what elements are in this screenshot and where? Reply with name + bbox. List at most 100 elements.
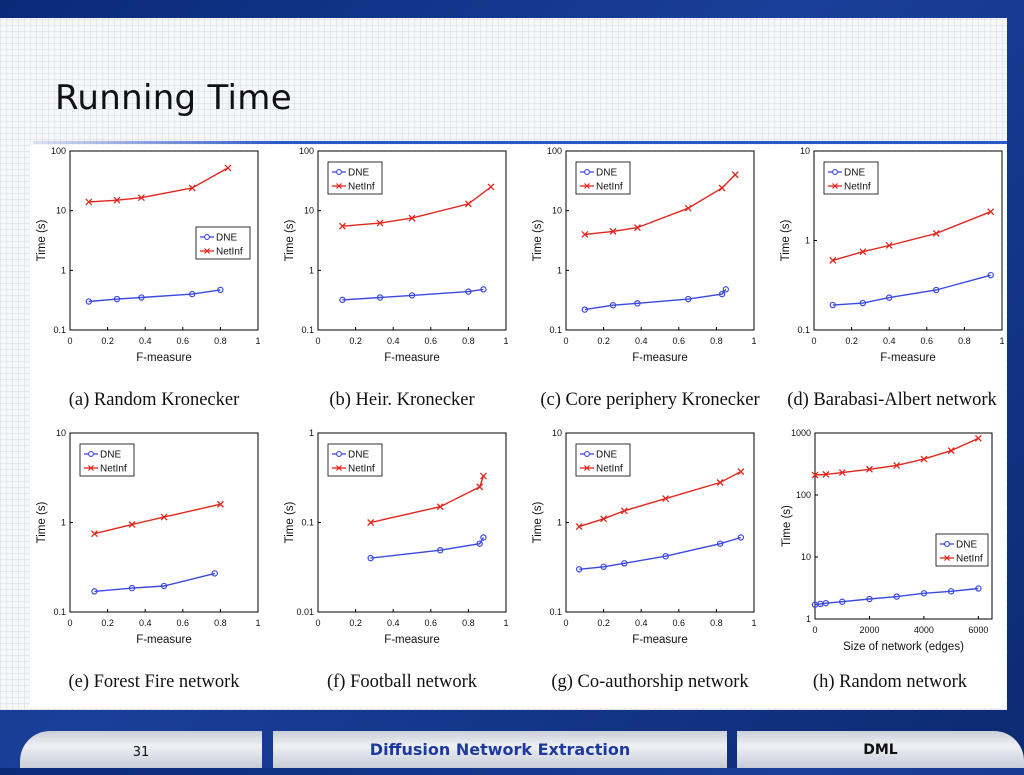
y-tick-label: 1: [805, 236, 810, 246]
data-point-netinf: [620, 507, 628, 515]
data-point-dne: [920, 590, 928, 597]
marker-stroke: [128, 521, 136, 528]
y-axis-label: Time (s): [532, 219, 544, 261]
series-line-netinf: [88, 167, 229, 203]
data-point-dne: [932, 286, 940, 294]
marker-stroke: [188, 184, 196, 192]
page-number: 31: [20, 731, 262, 768]
y-tick-label: 0.1: [549, 325, 562, 335]
marker-stroke: [338, 222, 346, 230]
plot-frame: [317, 150, 507, 331]
y-tick-label: 1: [557, 518, 562, 528]
legend-label: DNE: [596, 450, 617, 461]
x-tick-label: 0.6: [177, 618, 190, 628]
data-point-netinf: [718, 184, 726, 192]
y-tick-label: 0.01: [296, 607, 314, 617]
x-axis-label: F-measure: [136, 634, 192, 646]
x-tick-label: 1: [999, 336, 1004, 346]
x-axis-label: F-measure: [384, 634, 440, 646]
legend-label: DNE: [844, 168, 865, 179]
chart-f: 0.01 0.1 1 0 0.2 0.4 0.6 0.8 1 F-measure Time (s) D…: [278, 427, 522, 708]
data-point-netinf: [609, 227, 617, 235]
chart-caption: (b) Heir. Kronecker: [329, 390, 474, 410]
series-line-netinf: [370, 475, 485, 524]
marker-stroke: [718, 184, 726, 192]
marker-stroke: [216, 500, 224, 508]
data-point-netinf: [408, 214, 416, 222]
data-point-dne: [716, 540, 724, 547]
x-tick-label: 1: [751, 336, 756, 346]
x-tick-label: 0.6: [673, 336, 686, 346]
legend-marker-dne: [832, 169, 838, 175]
data-point-dne: [839, 598, 846, 605]
marker-stroke: [987, 208, 995, 216]
data-point-dne: [408, 292, 416, 299]
x-tick-label: 0: [67, 618, 72, 628]
legend: DNE NetInf: [575, 161, 631, 195]
chart-svg: 0.1 1 10 100 0 0.2 0.4 0.6 0.8 1 F-measure Time (s)…: [532, 146, 760, 410]
legend-marker-netinf: [944, 555, 950, 561]
data-point-dne: [859, 299, 867, 307]
data-point-dne: [822, 599, 830, 607]
data-point-netinf: [436, 503, 444, 511]
marker-stroke: [137, 194, 145, 202]
legend-label: NetInf: [216, 247, 243, 258]
y-tick-label: 1: [61, 518, 66, 528]
x-tick-label: 2000: [859, 625, 879, 635]
chart-b: 0.1 1 10 100 0 0.2 0.4 0.6 0.8 1 F-measure Time (s)…: [278, 145, 522, 426]
legend: DNE NetInf: [575, 443, 631, 477]
legend-label: NetInf: [596, 464, 623, 475]
data-point-netinf: [376, 219, 384, 227]
marker-stroke: [224, 164, 232, 172]
data-point-netinf: [581, 230, 589, 238]
marker-stroke: [662, 495, 670, 503]
marker-stroke: [408, 214, 416, 222]
data-point-netinf: [113, 196, 121, 204]
x-tick-label: 0.8: [214, 618, 227, 628]
x-tick-label: 0.4: [387, 336, 400, 346]
x-tick-label: 0: [315, 618, 320, 628]
data-point-dne: [217, 286, 224, 294]
y-tick-label: 10: [56, 428, 66, 438]
data-point-netinf: [476, 483, 484, 491]
plot-frame: [565, 150, 755, 331]
data-point-dne: [91, 588, 98, 595]
x-tick-label: 0.2: [101, 336, 114, 346]
legend-label: DNE: [216, 233, 237, 244]
marker-stroke: [684, 204, 692, 212]
y-tick-label: 1: [309, 265, 314, 275]
data-point-dne: [138, 294, 145, 301]
legend-marker-netinf: [336, 183, 342, 189]
x-tick-label: 0.8: [462, 618, 475, 628]
chart-svg: 0.1 1 10 0 0.2 0.4 0.6 0.8 1 F-measure Time (s) DNE…: [36, 428, 261, 692]
marker-stroke: [436, 503, 444, 511]
data-point-dne: [436, 547, 444, 554]
x-tick-label: 0.4: [883, 336, 896, 346]
chart-caption: (c) Core periphery Kronecker: [540, 390, 759, 410]
y-tick-label: 10: [552, 428, 562, 438]
page-title: Running Time: [55, 78, 292, 118]
y-tick-label: 10: [552, 206, 562, 216]
data-point-dne: [621, 560, 628, 567]
data-point-dne: [480, 286, 487, 293]
x-tick-label: 1: [503, 336, 508, 346]
legend: DNE NetInf: [79, 443, 135, 477]
x-axis-label: F-measure: [384, 352, 440, 364]
y-tick-label: 100: [51, 146, 66, 156]
data-point-netinf: [575, 523, 583, 531]
marker-stroke: [479, 472, 487, 480]
y-axis-label: Time (s): [532, 501, 544, 543]
data-point-netinf: [338, 222, 346, 230]
x-axis-label: F-measure: [136, 352, 192, 364]
data-point-netinf: [137, 194, 145, 202]
y-axis-label: Time (s): [781, 505, 793, 547]
legend-marker-netinf: [584, 465, 590, 471]
chart-d: 0.1 1 10 0 0.2 0.4 0.6 0.8 1 F-measure Time (s) DNE…: [774, 145, 1018, 426]
data-point-dne: [634, 300, 641, 307]
y-axis-label: Time (s): [284, 501, 296, 543]
data-point-netinf: [811, 471, 819, 479]
y-tick-label: 0.1: [301, 518, 314, 528]
marker-stroke: [609, 227, 617, 235]
data-point-netinf: [90, 530, 98, 538]
series-line-netinf: [814, 437, 979, 476]
